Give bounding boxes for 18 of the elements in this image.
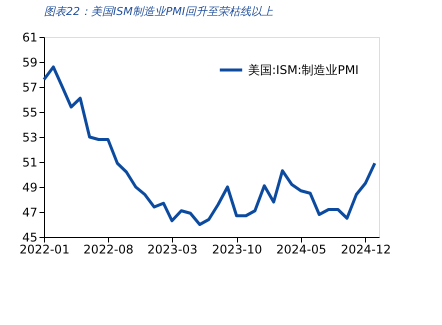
y-tick-label: 59 xyxy=(22,56,38,70)
y-tick-label: 51 xyxy=(22,156,38,170)
line-series xyxy=(42,66,376,226)
y-tick-label: 61 xyxy=(22,30,38,44)
x-tick-label: 2022-08 xyxy=(83,242,134,256)
x-tick-label: 2023-10 xyxy=(212,242,262,256)
y-tick-label: 49 xyxy=(22,180,38,194)
x-tick-label: 2023-03 xyxy=(147,242,198,256)
x-tick-label: 2024-12 xyxy=(340,242,391,256)
y-tick-label: 55 xyxy=(22,106,38,120)
y-tick-label: 47 xyxy=(22,206,38,220)
x-tick-label: 2024-05 xyxy=(276,242,326,256)
y-tick-label: 57 xyxy=(22,80,38,94)
y-tick-label: 45 xyxy=(22,230,38,244)
x-tick-label: 2022-01 xyxy=(19,242,70,256)
y-tick-label: 53 xyxy=(22,130,38,144)
chart-title: 图表22：美国ISM制造业PMI回升至荣枯线以上 xyxy=(44,5,274,18)
legend-label: 美国:ISM:制造业PMI xyxy=(248,63,359,77)
